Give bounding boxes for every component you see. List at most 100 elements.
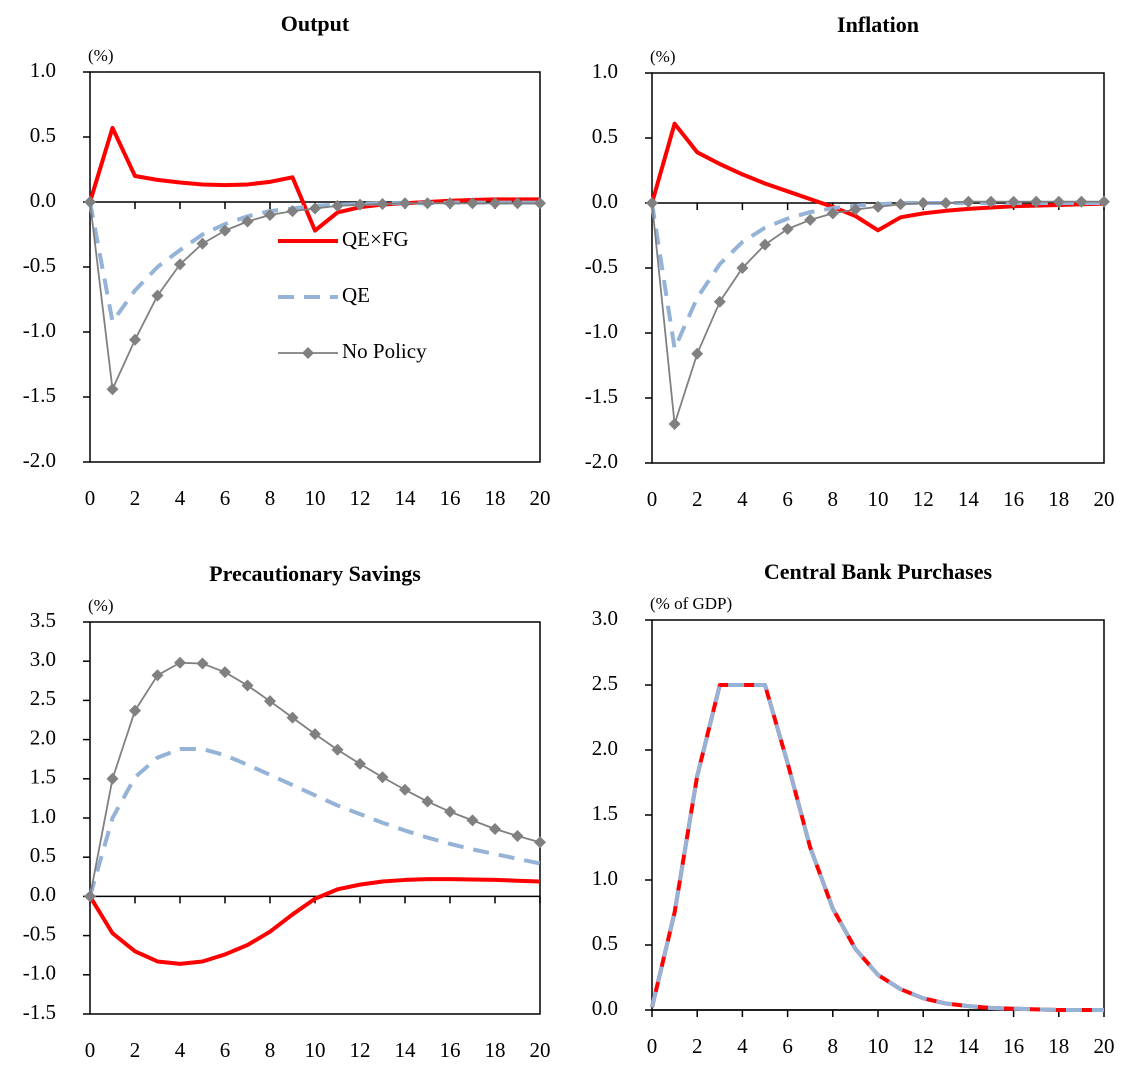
x-tick-label: 12: [913, 1034, 934, 1058]
marker: [849, 203, 862, 216]
marker: [534, 836, 546, 849]
series-line: [650, 201, 1104, 351]
marker: [286, 205, 299, 218]
marker: [241, 679, 254, 692]
legend-marker: [302, 347, 314, 359]
y-tick-label: -0.5: [23, 253, 56, 277]
marker: [1052, 195, 1065, 208]
marker: [646, 197, 658, 209]
x-tick-label: 20: [1094, 1034, 1115, 1058]
y-tick-label: 0.5: [592, 124, 618, 148]
marker: [264, 695, 276, 708]
marker: [399, 783, 411, 796]
x-tick-label: 8: [265, 486, 276, 510]
marker: [1030, 195, 1043, 208]
marker: [421, 197, 434, 210]
x-tick-label: 6: [782, 487, 793, 511]
x-tick-label: 18: [485, 486, 506, 510]
marker: [1075, 195, 1088, 208]
y-tick-label: -1.5: [23, 383, 56, 407]
x-tick-label: 0: [647, 1034, 658, 1058]
marker: [962, 195, 975, 208]
marker: [129, 333, 141, 346]
y-tick-label: -2.0: [23, 448, 56, 472]
series-line: [88, 877, 541, 966]
chart-title: Output: [281, 11, 350, 36]
series-line: [88, 200, 540, 324]
x-tick-label: 8: [828, 1034, 839, 1058]
marker: [376, 771, 389, 784]
marker: [759, 238, 771, 251]
y-tick-label: -1.0: [585, 319, 618, 343]
series-line: [650, 683, 1104, 1012]
panel: Inflation (%) -2.0 -1.5 -1.0 -0.5 0.0 0.5 1.0 0 2 4…: [585, 12, 1115, 511]
x-tick-label: 20: [1094, 487, 1115, 511]
marker: [826, 207, 839, 220]
x-tick-label: 8: [265, 1038, 276, 1062]
x-tick-label: 16: [1003, 487, 1024, 511]
y-tick-label: 0.5: [30, 843, 56, 867]
y-tick-label: 2.0: [592, 736, 618, 760]
series-line: [650, 683, 1104, 1012]
marker: [264, 209, 276, 221]
plot-frame: [651, 619, 1105, 1011]
marker: [354, 757, 366, 770]
series-line: [650, 121, 1105, 233]
marker: [421, 795, 434, 808]
x-tick-label: 6: [220, 486, 231, 510]
marker: [939, 197, 952, 209]
x-tick-label: 20: [530, 1038, 551, 1062]
x-tick-label: 12: [350, 486, 371, 510]
y-tick-label: 1.5: [592, 801, 618, 825]
marker: [511, 197, 524, 210]
x-tick-label: 20: [530, 486, 551, 510]
panel: Precautionary Savings (%) -1.5 -1.0 -0.5 0.0 0…: [23, 561, 551, 1062]
marker: [511, 830, 524, 843]
legend-label: QE: [342, 283, 370, 307]
y-unit: (%): [650, 47, 675, 66]
marker: [489, 822, 501, 835]
y-tick-label: 1.0: [592, 866, 618, 890]
y-tick-label: -0.5: [585, 254, 618, 278]
marker: [241, 215, 254, 228]
x-tick-label: 18: [1048, 1034, 1069, 1058]
x-tick-label: 14: [395, 486, 417, 510]
marker: [151, 669, 164, 682]
marker: [781, 223, 794, 235]
marker: [489, 197, 501, 210]
marker: [736, 262, 749, 274]
marker: [399, 197, 411, 210]
marker: [466, 814, 479, 827]
y-unit: (% of GDP): [650, 594, 732, 613]
marker: [354, 198, 366, 211]
x-tick-label: 12: [350, 1038, 371, 1062]
x-tick-label: 2: [692, 487, 703, 511]
x-tick-label: 10: [868, 487, 889, 511]
x-tick-label: 10: [868, 1034, 889, 1058]
y-tick-label: -0.5: [23, 921, 56, 945]
y-tick-label: -1.0: [23, 961, 56, 985]
y-tick-label: 0.0: [592, 996, 618, 1020]
y-tick-label: -1.0: [23, 318, 56, 342]
x-tick-label: 4: [175, 486, 186, 510]
marker: [309, 202, 321, 215]
x-tick-label: 4: [737, 487, 748, 511]
y-tick-label: 0.0: [30, 882, 56, 906]
panel: Output (%) -2.0 -1.5 -1.0 -0.5 0.0 0.5 1.0 0 2 4 6 8 1…: [23, 11, 551, 510]
series-line: [88, 125, 540, 233]
x-tick-label: 16: [440, 486, 461, 510]
marker: [872, 200, 884, 213]
series-line: [88, 747, 541, 897]
y-tick-label: 2.5: [30, 686, 56, 710]
series-line: [651, 200, 1104, 425]
chart-title: Central Bank Purchases: [764, 559, 993, 584]
x-tick-label: 2: [692, 1034, 703, 1058]
marker: [174, 656, 186, 669]
x-tick-label: 4: [737, 1034, 748, 1058]
chart-title: Inflation: [837, 12, 919, 37]
x-tick-label: 0: [85, 1038, 96, 1062]
x-tick-label: 10: [305, 486, 326, 510]
y-tick-label: -1.5: [23, 1000, 56, 1024]
marker: [466, 197, 479, 210]
